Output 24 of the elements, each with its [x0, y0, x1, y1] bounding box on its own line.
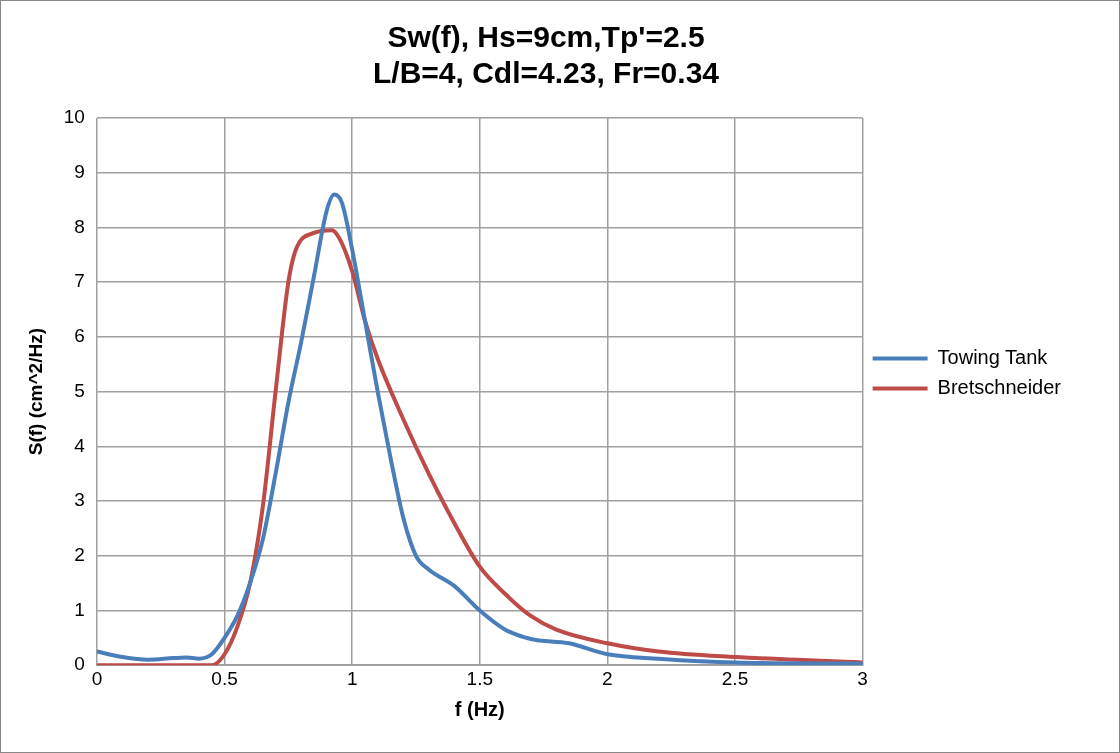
y-tick-label: 10: [63, 106, 85, 128]
y-tick-label: 6: [74, 325, 85, 347]
x-tick-label: 0.5: [211, 667, 238, 689]
x-tick-label: 3: [857, 667, 868, 689]
y-tick-label: 9: [74, 160, 85, 182]
legend-label: Towing Tank: [937, 346, 1049, 369]
y-tick-label: 4: [74, 434, 86, 456]
y-tick-label: 5: [74, 379, 85, 401]
x-axis-title: f (Hz): [454, 697, 505, 720]
y-tick-label: 0: [74, 653, 85, 675]
y-axis-title: S(f) (cm^2/Hz): [24, 327, 46, 456]
chart-subtitle: L/B=4, Cdl=4.23, Fr=0.34: [372, 56, 720, 90]
y-tick-label: 1: [74, 598, 85, 620]
x-tick-label: 0: [91, 667, 103, 689]
y-tick-label: 3: [74, 489, 85, 511]
chart-title: Sw(f), Hs=9cm,Tp'=2.5: [387, 20, 705, 54]
x-tick-label: 1: [346, 667, 358, 689]
y-tick-label: 8: [74, 215, 85, 237]
x-tick-label: 2: [602, 667, 613, 689]
x-tick-label: 1.5: [466, 667, 493, 689]
y-tick-label: 2: [74, 543, 85, 565]
y-tick-label: 7: [74, 270, 85, 292]
legend-label: Bretschneider: [937, 376, 1062, 399]
x-tick-label: 2.5: [721, 667, 749, 689]
